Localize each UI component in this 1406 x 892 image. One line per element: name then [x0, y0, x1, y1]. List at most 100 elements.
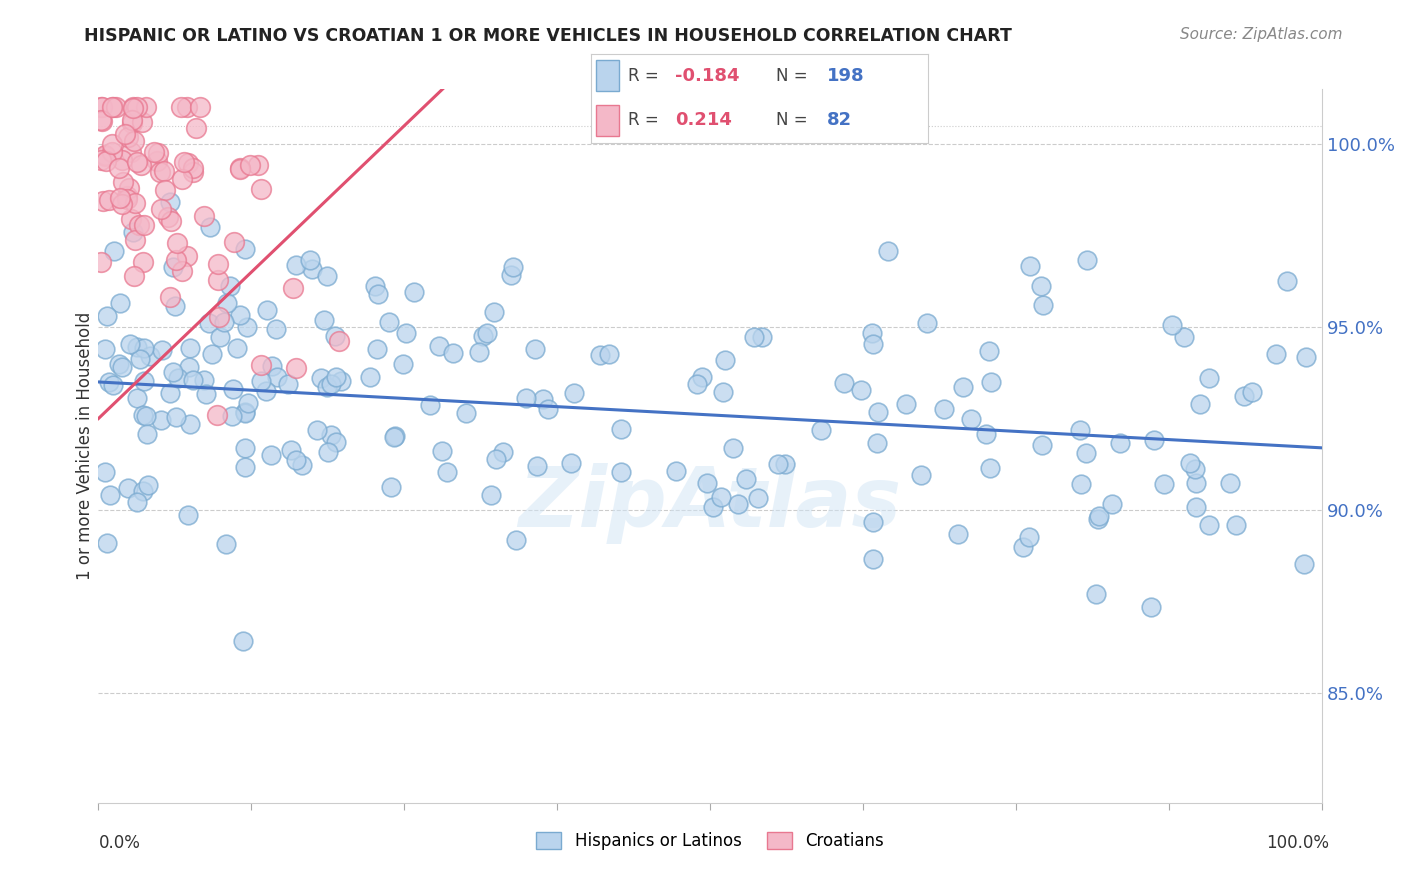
Point: [747, 491, 769, 505]
Point: [101, 101, 124, 115]
Point: [281, 281, 304, 295]
Point: [610, 421, 633, 435]
Point: [1109, 436, 1132, 450]
Point: [207, 272, 229, 286]
Point: [93, 148, 115, 162]
Point: [120, 211, 142, 226]
Point: [98, 488, 121, 502]
Point: [1218, 476, 1240, 491]
Point: [1173, 330, 1195, 344]
Point: [696, 476, 718, 491]
Point: [90, 255, 112, 269]
Point: [849, 383, 872, 397]
Point: [90, 153, 112, 168]
Point: [1294, 557, 1316, 571]
Point: [132, 374, 155, 388]
Text: 82: 82: [827, 112, 852, 129]
Point: [93, 465, 115, 479]
Point: [101, 101, 124, 115]
Point: [1087, 512, 1109, 526]
Point: [176, 249, 198, 263]
Point: [598, 347, 620, 361]
Point: [721, 441, 744, 455]
Point: [150, 343, 173, 358]
Point: [155, 183, 177, 197]
Text: 198: 198: [827, 67, 865, 85]
Point: [471, 329, 494, 343]
Point: [96, 309, 118, 323]
Point: [125, 495, 148, 509]
Point: [328, 334, 350, 349]
Point: [181, 165, 204, 179]
Point: [176, 101, 198, 115]
Point: [115, 188, 138, 202]
Point: [392, 357, 415, 371]
Point: [177, 155, 200, 169]
Point: [1074, 446, 1097, 460]
Point: [228, 162, 250, 177]
Point: [122, 101, 145, 115]
Point: [170, 264, 193, 278]
Point: [285, 360, 308, 375]
Point: [127, 101, 149, 115]
Point: [456, 406, 478, 420]
Text: N =: N =: [776, 112, 813, 129]
Point: [162, 260, 184, 274]
Point: [94, 342, 117, 356]
Point: [315, 268, 337, 283]
Point: [146, 145, 169, 160]
Point: [226, 341, 249, 355]
Point: [364, 279, 387, 293]
Point: [198, 316, 221, 330]
Point: [132, 408, 155, 422]
Point: [132, 341, 155, 355]
Point: [159, 385, 181, 400]
Point: [952, 380, 974, 394]
Point: [910, 468, 932, 483]
Point: [121, 145, 143, 159]
Point: [266, 370, 288, 384]
Point: [1031, 438, 1053, 452]
Point: [773, 457, 796, 471]
Point: [179, 341, 201, 355]
Point: [315, 380, 337, 394]
Point: [162, 365, 184, 379]
Point: [960, 412, 983, 426]
Point: [101, 137, 124, 152]
Point: [208, 330, 231, 344]
Point: [134, 218, 156, 232]
Point: [395, 326, 418, 341]
Point: [118, 336, 141, 351]
Point: [121, 225, 143, 239]
Point: [523, 342, 546, 356]
Point: [441, 346, 464, 360]
Point: [142, 145, 165, 160]
Point: [330, 374, 353, 388]
Point: [610, 465, 633, 479]
Point: [249, 359, 271, 373]
Point: [193, 373, 215, 387]
Point: [702, 500, 724, 514]
Point: [177, 360, 200, 375]
Point: [319, 377, 342, 392]
Point: [159, 195, 181, 210]
Point: [980, 375, 1002, 389]
Point: [208, 310, 231, 324]
Point: [128, 218, 150, 232]
Point: [751, 330, 773, 344]
Point: [860, 326, 883, 341]
Point: [1076, 252, 1098, 267]
Point: [714, 353, 737, 368]
Text: 0.214: 0.214: [675, 112, 731, 129]
Point: [436, 465, 458, 479]
Point: [468, 345, 491, 359]
Point: [260, 359, 283, 374]
Point: [1032, 298, 1054, 312]
Point: [114, 127, 136, 141]
Point: [378, 315, 401, 329]
Point: [184, 120, 207, 135]
Point: [229, 161, 252, 176]
Point: [359, 369, 381, 384]
Point: [249, 181, 271, 195]
Point: [167, 370, 190, 384]
